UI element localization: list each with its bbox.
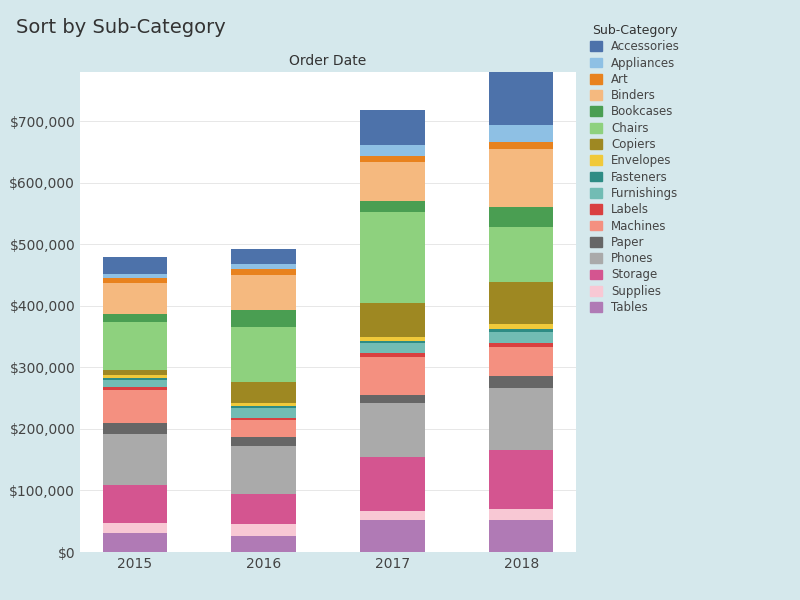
Bar bbox=[102, 434, 167, 485]
Bar bbox=[102, 485, 167, 523]
Bar bbox=[102, 278, 167, 283]
Bar bbox=[102, 274, 167, 278]
Bar bbox=[360, 163, 425, 200]
Bar bbox=[360, 304, 425, 337]
Bar bbox=[231, 265, 296, 269]
Bar bbox=[102, 424, 167, 434]
Bar bbox=[231, 310, 296, 327]
Bar bbox=[360, 200, 425, 212]
Bar bbox=[360, 157, 425, 163]
Bar bbox=[231, 419, 296, 437]
Bar bbox=[360, 403, 425, 457]
Bar bbox=[102, 283, 167, 314]
Legend: Accessories, Appliances, Art, Binders, Bookcases, Chairs, Copiers, Envelopes, Fa: Accessories, Appliances, Art, Binders, B… bbox=[590, 24, 680, 314]
Bar bbox=[231, 446, 296, 494]
Bar bbox=[231, 524, 296, 536]
Bar bbox=[231, 275, 296, 310]
Bar bbox=[489, 125, 554, 142]
Bar bbox=[360, 353, 425, 357]
Bar bbox=[489, 376, 554, 388]
Bar bbox=[360, 145, 425, 157]
Bar bbox=[231, 418, 296, 419]
Text: Sort by Sub-Category: Sort by Sub-Category bbox=[16, 18, 226, 37]
Bar bbox=[360, 337, 425, 341]
Bar bbox=[489, 325, 554, 329]
Bar bbox=[102, 380, 167, 388]
Bar bbox=[489, 142, 554, 149]
Bar bbox=[231, 407, 296, 418]
Bar bbox=[360, 395, 425, 403]
Bar bbox=[489, 227, 554, 283]
Bar bbox=[231, 269, 296, 275]
Bar bbox=[102, 314, 167, 322]
Bar bbox=[231, 494, 296, 524]
Bar bbox=[231, 437, 296, 446]
Bar bbox=[489, 520, 554, 552]
Bar bbox=[360, 520, 425, 552]
Bar bbox=[489, 329, 554, 332]
Bar bbox=[231, 403, 296, 406]
Bar bbox=[231, 249, 296, 265]
Title: Order Date: Order Date bbox=[290, 54, 366, 68]
Bar bbox=[231, 536, 296, 552]
Bar bbox=[489, 343, 554, 347]
Bar bbox=[102, 390, 167, 424]
Bar bbox=[231, 406, 296, 407]
Bar bbox=[489, 51, 554, 125]
Bar bbox=[102, 533, 167, 552]
Bar bbox=[360, 212, 425, 304]
Y-axis label: Sales: Sales bbox=[0, 293, 1, 331]
Bar bbox=[489, 149, 554, 208]
Bar bbox=[360, 357, 425, 395]
Bar bbox=[231, 327, 296, 382]
Bar bbox=[489, 283, 554, 325]
Bar bbox=[102, 388, 167, 390]
Bar bbox=[102, 523, 167, 533]
Bar bbox=[102, 257, 167, 274]
Bar bbox=[489, 332, 554, 343]
Bar bbox=[102, 379, 167, 380]
Bar bbox=[102, 322, 167, 370]
Bar bbox=[360, 343, 425, 353]
Bar bbox=[102, 376, 167, 379]
Bar bbox=[360, 457, 425, 511]
Bar bbox=[489, 450, 554, 509]
Bar bbox=[489, 388, 554, 450]
Bar bbox=[102, 370, 167, 376]
Bar bbox=[489, 208, 554, 227]
Bar bbox=[360, 341, 425, 343]
Bar bbox=[231, 382, 296, 403]
Bar bbox=[360, 511, 425, 520]
Bar bbox=[489, 509, 554, 520]
Bar bbox=[489, 347, 554, 376]
Bar bbox=[360, 110, 425, 145]
